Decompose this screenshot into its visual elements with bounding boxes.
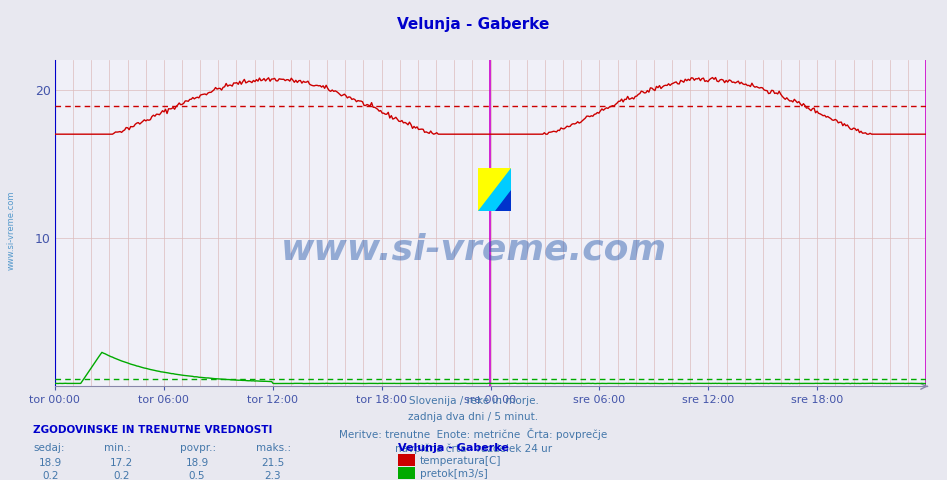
Text: maks.:: maks.: bbox=[256, 443, 291, 453]
Text: 17.2: 17.2 bbox=[110, 458, 133, 468]
Text: min.:: min.: bbox=[104, 443, 131, 453]
Polygon shape bbox=[478, 168, 511, 211]
Text: 21.5: 21.5 bbox=[261, 458, 284, 468]
Text: Meritve: trenutne  Enote: metrične  Črta: povprečje: Meritve: trenutne Enote: metrične Črta: … bbox=[339, 428, 608, 440]
Text: navpična črta - razdelek 24 ur: navpična črta - razdelek 24 ur bbox=[395, 444, 552, 454]
Text: 2.3: 2.3 bbox=[264, 471, 281, 480]
Text: 18.9: 18.9 bbox=[39, 458, 62, 468]
Text: Velunja - Gaberke: Velunja - Gaberke bbox=[398, 443, 509, 453]
Text: 0.2: 0.2 bbox=[113, 471, 130, 480]
Text: sedaj:: sedaj: bbox=[33, 443, 64, 453]
Polygon shape bbox=[495, 190, 511, 211]
Text: www.si-vreme.com: www.si-vreme.com bbox=[7, 191, 16, 270]
Text: www.si-vreme.com: www.si-vreme.com bbox=[280, 233, 667, 266]
Text: 0.2: 0.2 bbox=[42, 471, 59, 480]
Text: 0.5: 0.5 bbox=[188, 471, 205, 480]
Text: povpr.:: povpr.: bbox=[180, 443, 216, 453]
Text: ZGODOVINSKE IN TRENUTNE VREDNOSTI: ZGODOVINSKE IN TRENUTNE VREDNOSTI bbox=[33, 425, 273, 435]
Text: Velunja - Gaberke: Velunja - Gaberke bbox=[398, 17, 549, 32]
Text: temperatura[C]: temperatura[C] bbox=[420, 456, 501, 466]
Text: 18.9: 18.9 bbox=[186, 458, 208, 468]
Text: pretok[m3/s]: pretok[m3/s] bbox=[420, 469, 488, 479]
Text: zadnja dva dni / 5 minut.: zadnja dva dni / 5 minut. bbox=[408, 412, 539, 422]
Text: Slovenija / reke in morje.: Slovenija / reke in morje. bbox=[408, 396, 539, 406]
